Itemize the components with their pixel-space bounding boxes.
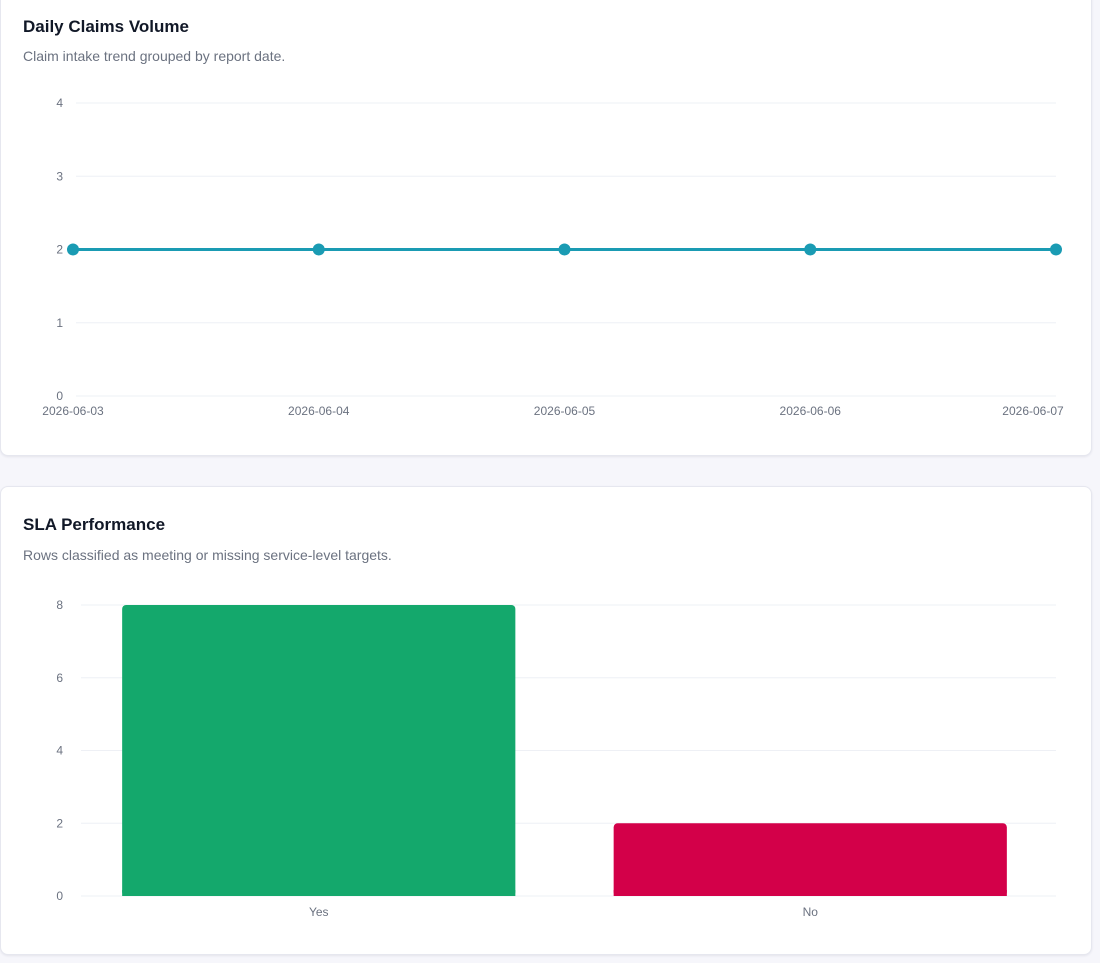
y-tick-label: 4: [56, 744, 63, 758]
x-tick-label: 2026-06-04: [288, 404, 350, 418]
data-point: [312, 243, 325, 256]
y-tick-label: 2: [56, 243, 63, 257]
bar-no: [613, 823, 1007, 896]
sla-performance-title: SLA Performance: [23, 515, 166, 534]
data-point: [804, 243, 817, 256]
sla-performance-card: SLA Performance Rows classified as meeti…: [0, 486, 1092, 955]
bar-base: [613, 890, 1007, 896]
y-tick-label: 0: [56, 889, 63, 903]
y-tick-label: 6: [56, 671, 63, 685]
y-tick-label: 4: [56, 96, 63, 110]
y-tick-label: 8: [56, 598, 63, 612]
bar-yes: [122, 605, 516, 896]
x-tick-label: Yes: [309, 905, 329, 919]
sla-performance-subtitle: Rows classified as meeting or missing se…: [23, 547, 392, 563]
bar-base: [122, 890, 516, 896]
sla-performance-bar-chart: 0 2 4 6 8 Yes No: [56, 598, 1056, 919]
data-point: [67, 243, 79, 256]
x-tick-label: No: [803, 905, 819, 919]
daily-claims-subtitle: Claim intake trend grouped by report dat…: [23, 48, 286, 64]
x-tick-label: 2026-06-03: [42, 404, 104, 418]
x-tick-label: 2026-06-05: [534, 404, 596, 418]
daily-claims-line-chart: 0 1 2 3 4 2026-06-03 2026-06-04 2026-06-05 2026-…: [42, 96, 1064, 418]
y-tick-label: 3: [56, 169, 63, 183]
data-point: [1050, 243, 1062, 256]
y-tick-label: 2: [56, 816, 63, 830]
x-tick-label: 2026-06-06: [780, 404, 842, 418]
y-tick-label: 0: [56, 389, 63, 403]
x-tick-label: 2026-06-07: [1002, 404, 1064, 418]
daily-claims-title: Daily Claims Volume: [23, 17, 189, 36]
data-point: [558, 243, 571, 256]
daily-claims-card: Daily Claims Volume Claim intake trend g…: [0, 0, 1092, 456]
y-tick-label: 1: [56, 316, 63, 330]
